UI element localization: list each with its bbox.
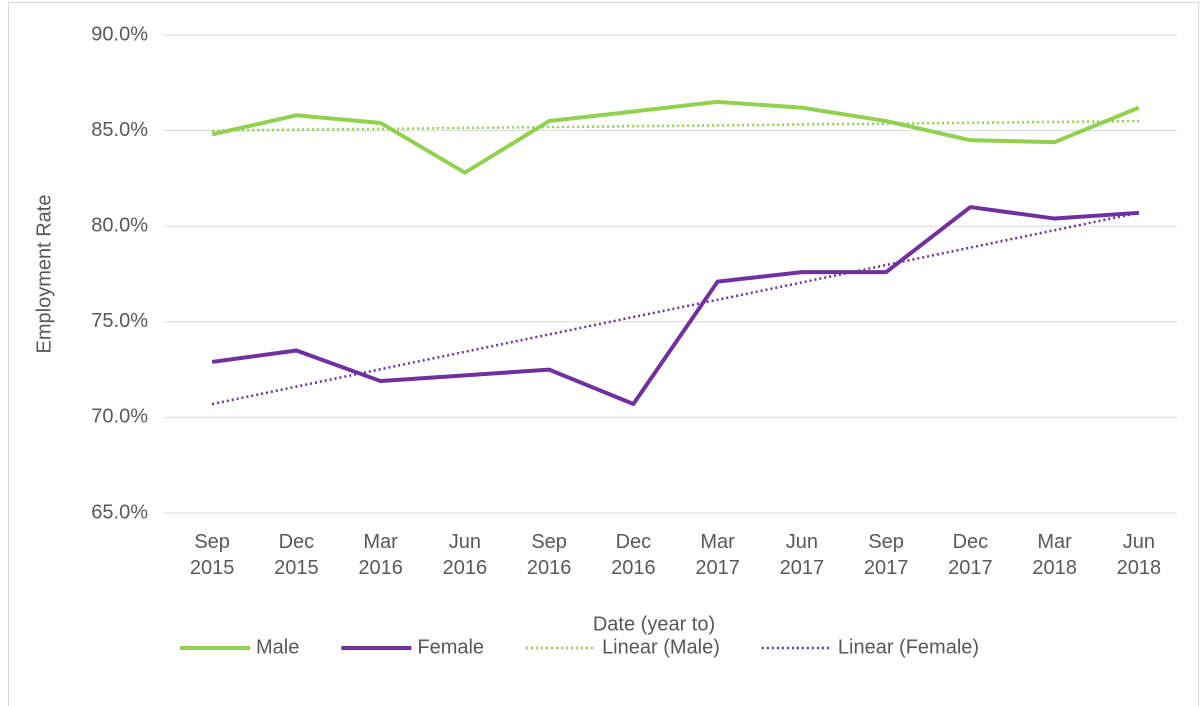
- x-tick-label: Mar 2017: [695, 531, 740, 579]
- legend-label: Linear (Female): [838, 636, 979, 658]
- legend-label: Linear (Male): [602, 636, 720, 658]
- x-tick-label: Dec 2015: [274, 531, 319, 579]
- legend-label: Male: [256, 636, 299, 658]
- x-tick-label: Sep 2016: [526, 531, 572, 579]
- y-tick-label: 75.0%: [91, 310, 148, 332]
- y-tick-label: 70.0%: [91, 406, 148, 428]
- trend-line: [212, 119, 1139, 132]
- y-axis-title: Employment Rate: [33, 195, 55, 354]
- y-tick-label: 85.0%: [91, 119, 148, 141]
- x-axis-title: Date (year to): [593, 613, 715, 635]
- y-tick-label: 65.0%: [91, 501, 148, 523]
- x-tick-label: Jun 2017: [779, 531, 825, 579]
- x-tick-label: Sep 2015: [189, 531, 235, 579]
- x-tick-label: Jun 2018: [1116, 531, 1162, 579]
- x-tick-label: Jun 2016: [442, 531, 488, 579]
- chart-border: [8, 2, 1199, 706]
- legend-label: Female: [417, 636, 484, 658]
- x-tick-label: Sep 2017: [863, 531, 909, 579]
- x-tick-label: Dec 2016: [611, 531, 656, 579]
- y-tick-label: 80.0%: [91, 214, 148, 236]
- x-tick-label: Mar 2016: [358, 531, 403, 579]
- y-tick-label: 90.0%: [91, 23, 148, 45]
- series-line: [211, 99, 1140, 175]
- trend-line: [211, 211, 1140, 406]
- x-tick-label: Mar 2018: [1032, 531, 1077, 579]
- x-tick-label: Dec 2017: [948, 531, 993, 579]
- series-line: [211, 205, 1140, 407]
